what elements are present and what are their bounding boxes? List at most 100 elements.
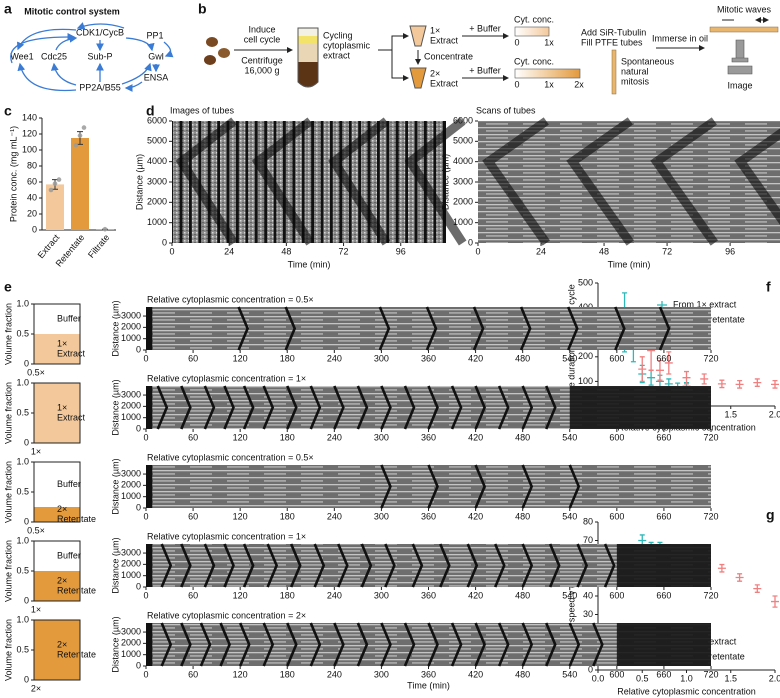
y-tick-label: 2000 <box>121 638 141 648</box>
y-tick-label: 100 <box>578 376 593 386</box>
fraction-fill <box>34 507 80 522</box>
x-tick-label: 600 <box>609 590 624 600</box>
y-tick-label: 2000 <box>121 559 141 569</box>
arrow <box>17 28 77 51</box>
egg <box>204 55 216 65</box>
scale-text: 1x <box>544 79 554 89</box>
tube-image <box>351 121 359 243</box>
x-tick-label: 2.0 <box>769 673 780 683</box>
axis-label: Volume fraction <box>3 382 13 444</box>
y-tick-label: 1.0 <box>16 377 29 387</box>
image-title: Images of tubes <box>170 105 235 115</box>
error-bar <box>735 573 744 582</box>
step-text: 1× <box>430 25 440 35</box>
y-tick-label: 2000 <box>121 401 141 411</box>
x-tick-label: 0.0 <box>592 673 605 683</box>
axis-label: Protein conc. (mg mL⁻¹) <box>8 126 18 222</box>
x-tick-label: 60 <box>188 669 198 679</box>
wave-front <box>289 543 302 588</box>
axis-label: Distance (µm) <box>110 537 120 593</box>
concentration-label: 1× <box>31 446 41 456</box>
node: PP2A/B55 <box>79 82 121 92</box>
wave-front <box>521 622 534 667</box>
axis-label: Distance (µm) <box>110 616 120 672</box>
panel-label: g <box>766 507 775 523</box>
concentration-label: 0.5× <box>27 525 45 535</box>
x-tick-label: 240 <box>327 590 342 600</box>
wave-front <box>203 543 216 588</box>
buffer-label: Buffer <box>57 479 81 489</box>
conc-bar <box>514 26 550 37</box>
y-tick-label: 2000 <box>453 197 473 207</box>
step-text: mitosis <box>621 76 650 86</box>
fill-label: Retentate <box>57 585 96 595</box>
x-tick-label: 60 <box>188 511 198 521</box>
y-tick-label: 140 <box>22 112 37 122</box>
x-tick-label: 180 <box>280 669 295 679</box>
x-tick-label: 600 <box>609 353 624 363</box>
x-tick-label: 300 <box>374 432 389 442</box>
x-tick-label: 360 <box>421 432 436 442</box>
x-tick-label: 1.5 <box>724 673 737 683</box>
y-tick-label: 0 <box>24 516 29 526</box>
row-title: Relative cytoplasmic concentration = 2× <box>147 610 306 620</box>
wave-front <box>474 385 486 430</box>
step-text: Fill PTFE tubes <box>581 37 643 47</box>
x-tick-label: 240 <box>327 511 342 521</box>
tube-image <box>182 121 189 243</box>
wave-front <box>521 543 534 588</box>
y-tick-label: 40 <box>27 192 37 202</box>
y-tick-label: 20 <box>27 208 37 218</box>
x-tick-label: 96 <box>725 246 735 256</box>
y-tick-label: 400 <box>578 302 593 312</box>
arrest-region <box>616 623 711 666</box>
y-tick-label: 0.5 <box>16 407 29 417</box>
wave-front <box>219 622 231 667</box>
wave-front <box>466 543 479 588</box>
panel-b: Induce cell cycle Centrifuge 16,000 g Cy… <box>204 4 779 95</box>
scale-text: 0 <box>514 79 519 89</box>
concentration-label: 0.5× <box>27 367 45 377</box>
scale-text: 0 <box>514 37 519 47</box>
tube-image <box>220 121 227 243</box>
panel-labels: a b c d e f g <box>4 1 775 523</box>
step-text: + Buffer <box>469 23 501 33</box>
error-bar <box>735 380 744 389</box>
row-title: Relative cytoplasmic concentration = 1× <box>147 531 306 541</box>
y-tick-label: 0 <box>468 237 473 247</box>
y-tick-label: 1000 <box>121 333 141 343</box>
fill-label: Retentate <box>57 514 96 524</box>
x-tick-label: 120 <box>233 511 248 521</box>
y-tick-label: 4000 <box>453 156 473 166</box>
concentration-label: 2× <box>31 683 41 693</box>
y-tick-label: 500 <box>578 277 593 287</box>
y-tick-label: 3000 <box>121 389 141 399</box>
wave-front <box>286 385 298 430</box>
x-tick-label: 660 <box>656 590 671 600</box>
y-tick-label: 2000 <box>121 480 141 490</box>
error-bar <box>647 369 656 386</box>
egg <box>218 48 230 58</box>
tube-image <box>379 121 387 243</box>
concentration-label: 1× <box>31 604 41 614</box>
y-tick-label: 0 <box>136 344 141 354</box>
wave-front <box>545 385 557 430</box>
wave-front <box>576 543 589 588</box>
axis-label: Distance (µm) <box>440 154 450 210</box>
step-text: Induce <box>248 24 275 34</box>
x-tick-label: 120 <box>233 432 248 442</box>
panel-label: e <box>4 279 12 295</box>
wave-front <box>223 543 235 588</box>
tube-image <box>257 121 265 243</box>
buffer-label: Buffer <box>57 550 81 560</box>
fraction-fill <box>34 383 80 443</box>
kymograph <box>146 465 711 508</box>
node: CDK1/CycB <box>76 27 124 37</box>
x-tick-label: 0.5 <box>636 673 649 683</box>
y-tick-label: 1.0 <box>16 535 29 545</box>
fraction-fill <box>34 571 80 601</box>
tube-image <box>304 121 312 243</box>
x-tick-label: 120 <box>233 669 248 679</box>
axis-label: Wave speed v (µm min⁻¹) <box>566 545 576 648</box>
wave-front <box>427 622 439 667</box>
